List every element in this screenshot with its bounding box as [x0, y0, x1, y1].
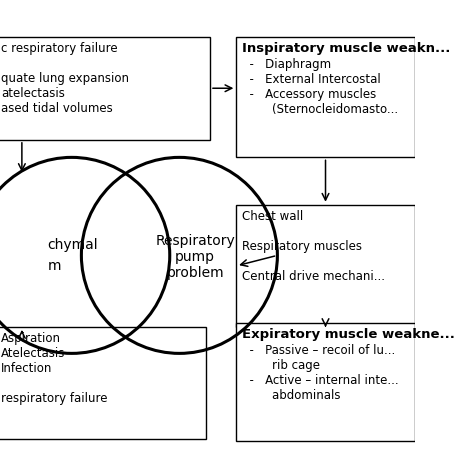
Text: Expiratory muscle weakne...: Expiratory muscle weakne...: [242, 328, 455, 341]
Text: chymal: chymal: [47, 238, 98, 252]
Text: Chest wall

Respiratory muscles

Central drive mechani...: Chest wall Respiratory muscles Central d…: [242, 210, 384, 283]
Text: m: m: [47, 259, 61, 273]
Text: c respiratory failure

quate lung expansion
atelectasis
ased tidal volumes: c respiratory failure quate lung expansi…: [1, 42, 129, 115]
Bar: [236, 205, 415, 327]
Text: -   Diaphragm
  -   External Intercostal
  -   Accessory muscles
        (Sterno: - Diaphragm - External Intercostal - Acc…: [242, 58, 398, 116]
Bar: [236, 36, 415, 157]
Text: pump: pump: [175, 250, 215, 264]
Text: problem: problem: [166, 266, 224, 280]
Text: Respiratory: Respiratory: [155, 234, 235, 248]
Text: Inspiratory muscle weakn...: Inspiratory muscle weakn...: [242, 42, 450, 55]
Bar: [0, 327, 206, 439]
Bar: [236, 323, 415, 441]
Text: Aspiration
Atelectasis
Infection

respiratory failure: Aspiration Atelectasis Infection respira…: [1, 332, 108, 405]
Bar: [0, 36, 210, 140]
Text: -   Passive – recoil of lu...
        rib cage
  -   Active – internal inte...
 : - Passive – recoil of lu... rib cage - A…: [242, 344, 398, 402]
